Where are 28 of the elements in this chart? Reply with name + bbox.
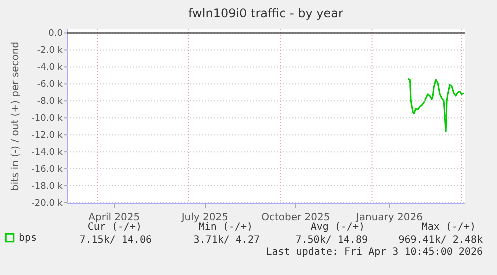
text: 969.41k/ 2.48k	[398, 235, 483, 246]
x-tick-label: April 2025	[88, 212, 140, 224]
text: Max (-/+)	[422, 222, 476, 233]
legend-label: bps	[19, 233, 38, 244]
chart-title: fwln109i0 traffic - by year	[188, 6, 344, 20]
y-tick-label: -20.0 k	[32, 199, 64, 209]
x-tick-label: October 2025	[262, 212, 330, 224]
y-tick-label: -6.0 k	[37, 80, 64, 90]
y-tick-label: -18.0 k	[32, 182, 64, 192]
y-tick-label: -12.0 k	[32, 131, 64, 142]
x-tick-label: July 2025	[180, 212, 228, 224]
text: 7.15k/ 14.06	[80, 235, 152, 246]
text: Last update: Fri Apr 3 10:45:00 2026	[266, 247, 483, 258]
text: Avg (-/+)	[310, 222, 365, 233]
y-tick-label: -14.0 k	[32, 148, 64, 158]
text: 3.71k/ 4.27	[194, 235, 260, 246]
text: 7.50k/ 14.89	[296, 235, 368, 246]
y-axis-title: bits in (-) / out (+) per second	[10, 42, 22, 192]
y-tick-label: -2.0 k	[37, 46, 64, 56]
line-series	[407, 78, 465, 132]
y-tick-label: 0.0	[48, 29, 64, 40]
y-tick-label: -4.0 k	[37, 63, 64, 74]
text: Cur (-/+)	[88, 222, 142, 233]
x-tick-label: January 2026	[355, 212, 423, 224]
text: Min (-/+)	[198, 222, 253, 233]
y-tick-label: -10.0 k	[32, 114, 64, 124]
y-tick-label: -8.0 k	[37, 97, 64, 108]
y-tick-label: -16.0 k	[32, 165, 64, 176]
